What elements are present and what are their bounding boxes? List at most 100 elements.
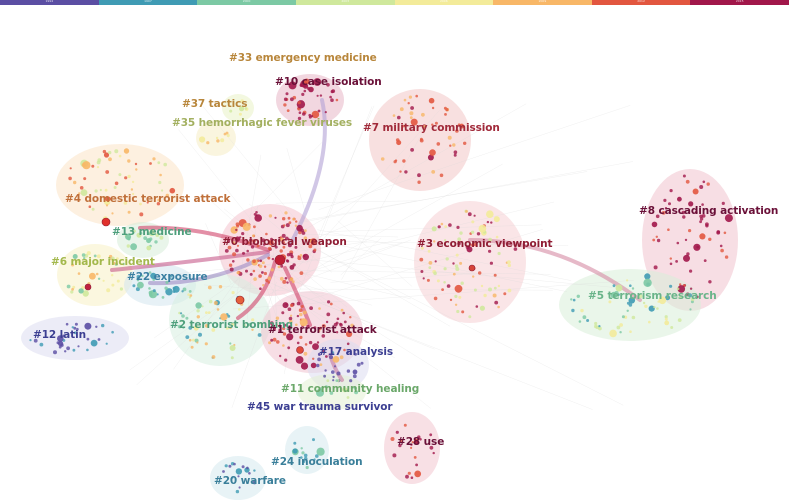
citation-node [114, 149, 119, 154]
citation-node [228, 464, 232, 468]
citation-node [443, 281, 446, 284]
citation-node [455, 129, 459, 133]
cluster-label-17[interactable]: #17 analysis [319, 346, 394, 358]
citation-node [503, 292, 507, 296]
cluster-label-24[interactable]: #24 inoculation [271, 456, 363, 468]
citation-node [231, 476, 234, 479]
citation-node [609, 329, 617, 338]
cluster-label-13[interactable]: #13 medicine [112, 226, 192, 238]
background-link [231, 281, 277, 408]
citation-node [492, 293, 497, 298]
citation-node [267, 256, 271, 260]
cluster-label-22[interactable]: #22 exposure [127, 271, 208, 283]
citation-node [466, 246, 473, 253]
citation-node [286, 281, 289, 284]
citation-node [486, 210, 494, 218]
citation-node [578, 320, 582, 323]
citation-node [313, 326, 317, 330]
citation-node [318, 307, 321, 310]
cluster-label-11[interactable]: #11 community healing [281, 383, 420, 395]
cluster-label-7[interactable]: #7 military commission [363, 122, 500, 134]
cluster-label-10[interactable]: #10 case isolation [275, 76, 382, 88]
citation-node [413, 456, 417, 459]
cluster-label-5[interactable]: #5 terrorism research [588, 290, 717, 302]
citation-node [246, 241, 250, 245]
citation-node [642, 301, 646, 305]
citation-node [414, 441, 418, 445]
citation-node [284, 358, 288, 362]
citation-node [108, 150, 112, 155]
citation-node [218, 285, 223, 289]
citation-node [414, 470, 422, 478]
timeline-year: 2012 [637, 0, 645, 3]
citation-node [102, 279, 105, 282]
citation-node [278, 328, 282, 332]
citation-node [185, 316, 189, 320]
citation-node [427, 249, 431, 253]
citation-node [66, 284, 71, 289]
cluster-halo-c24 [285, 426, 329, 474]
background-link [292, 106, 373, 308]
cluster-label-12[interactable]: #12 latin [33, 329, 86, 341]
citation-node [356, 362, 361, 367]
cluster-label-8[interactable]: #8 cascading activation [639, 205, 779, 217]
cluster-label-45[interactable]: #45 war trauma survivor [247, 401, 393, 413]
citation-node [664, 317, 668, 321]
citation-node [329, 95, 332, 99]
cluster-label-20[interactable]: #20 warfare [214, 475, 286, 487]
citation-node [619, 323, 623, 327]
background-link [273, 248, 277, 319]
cluster-label-35[interactable]: #35 hemorrhagic fever viruses [172, 117, 353, 129]
citation-node [380, 157, 385, 161]
citation-node [73, 331, 77, 335]
citation-node [262, 243, 266, 246]
citation-node [105, 342, 108, 345]
citation-node [196, 309, 200, 313]
cluster-label-6[interactable]: #6 major incident [51, 256, 155, 268]
citation-node [689, 308, 692, 311]
citation-node [444, 113, 447, 116]
citation-node [676, 287, 680, 291]
citation-node [433, 240, 436, 243]
citation-node [301, 92, 305, 96]
citation-node [261, 238, 266, 243]
citation-node [307, 87, 310, 90]
citation-node [354, 390, 359, 395]
citation-node [336, 371, 341, 376]
citation-node [428, 261, 433, 265]
citation-node [653, 305, 656, 309]
cluster-label-28[interactable]: #28 use [397, 436, 445, 448]
citation-node [433, 271, 437, 276]
background-link [136, 260, 274, 386]
cluster-label-37[interactable]: #37 tactics [182, 98, 248, 110]
citation-node [495, 235, 499, 239]
citation-node [259, 287, 262, 291]
citation-node [205, 311, 208, 314]
cluster-label-0[interactable]: #0 biological weapon [222, 236, 347, 248]
cluster-label-1[interactable]: #1 terrorist attack [268, 324, 377, 336]
citation-node [157, 161, 161, 165]
citation-node [284, 277, 288, 280]
citation-node [126, 244, 130, 248]
cluster-label-33[interactable]: #33 emergency medicine [229, 52, 377, 64]
citation-node [471, 220, 475, 224]
citation-node [229, 326, 232, 330]
citation-node [276, 340, 280, 344]
citation-node [431, 226, 437, 232]
citation-node [576, 294, 580, 298]
background-link [299, 241, 368, 252]
citation-node [282, 217, 286, 221]
citation-node [699, 185, 704, 189]
background-link [248, 203, 332, 273]
citation-node [436, 279, 440, 283]
cluster-label-3[interactable]: #3 economic viewpoint [417, 238, 553, 250]
cluster-label-4[interactable]: #4 domestic terrorist attack [65, 193, 231, 205]
citation-node [270, 338, 274, 342]
cluster-label-2[interactable]: #2 terrorist bombing [170, 319, 293, 331]
citation-node [409, 116, 413, 119]
timeline-year: 2009 [538, 0, 547, 3]
citation-node [352, 374, 357, 379]
citation-node [235, 228, 238, 232]
background-link [330, 273, 475, 283]
citation-node [331, 370, 335, 374]
